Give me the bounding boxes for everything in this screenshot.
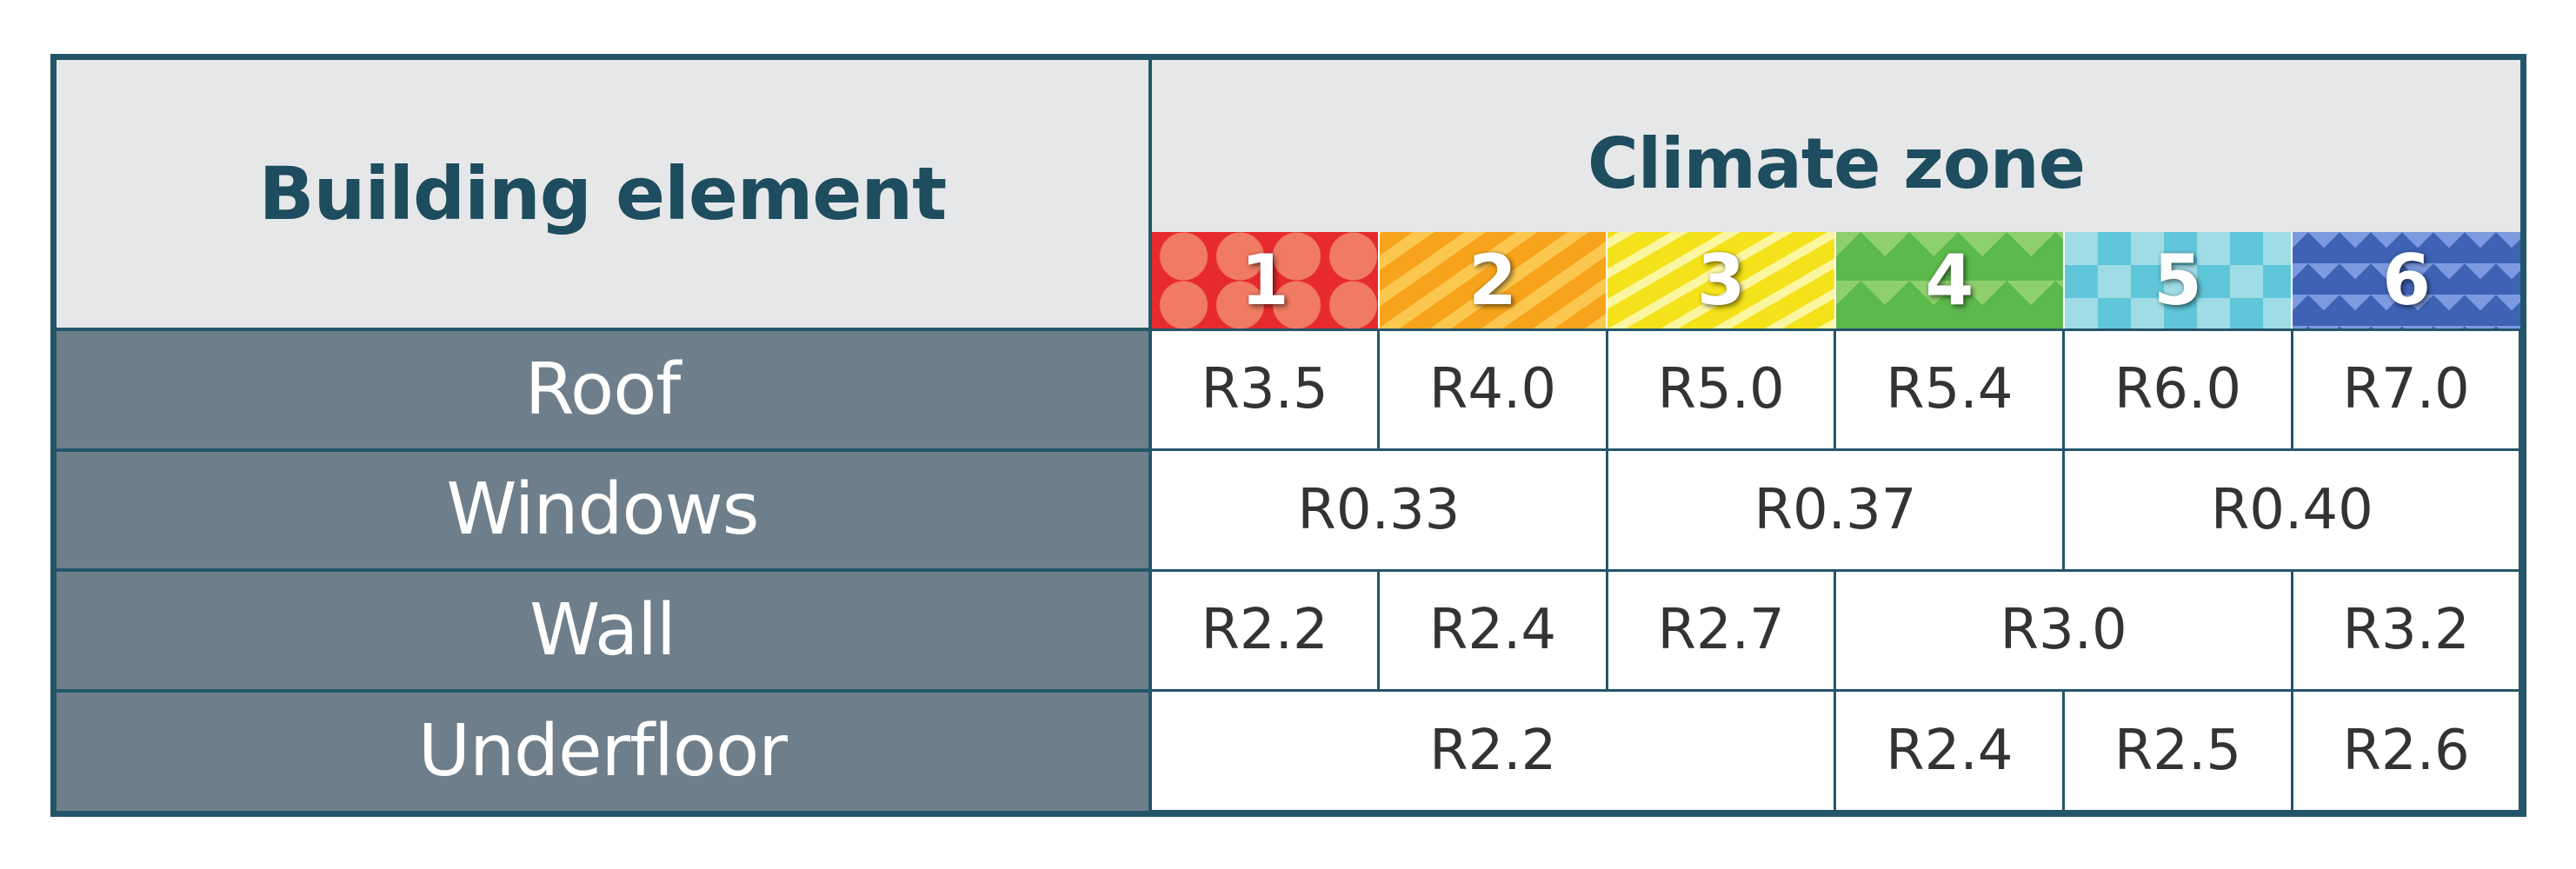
table-cell: R0.37 <box>1605 448 2066 572</box>
table-cell: R3.5 <box>1148 328 1381 451</box>
table-cell: R2.4 <box>1834 689 2066 813</box>
table-row-windows: Windows R0.33 R0.37 R0.40 <box>57 448 2522 572</box>
building-element-header: Building element <box>57 60 1152 329</box>
table-cell: R5.0 <box>1605 328 1837 451</box>
insulation-table-grid: Building element Climate zone 1 2 3 4 5 … <box>57 60 2522 813</box>
zone-1-swatch: 1 <box>1150 232 1380 329</box>
zone-4-swatch: 4 <box>1834 232 2065 329</box>
table-cell: R2.5 <box>2062 689 2293 813</box>
table-cell: R7.0 <box>2290 328 2522 451</box>
table-cell: R0.40 <box>2062 448 2522 572</box>
row-label-underfloor: Underfloor <box>57 688 1152 811</box>
table-cell: R2.2 <box>1148 689 1837 813</box>
table-cell: R2.6 <box>2290 689 2522 813</box>
table-cell: R4.0 <box>1377 328 1608 451</box>
zone-5-swatch: 5 <box>2063 232 2293 329</box>
table-cell: R2.2 <box>1148 568 1381 692</box>
row-label-wall: Wall <box>57 568 1152 691</box>
table-cell: R5.4 <box>1834 328 2066 451</box>
row-label-roof: Roof <box>57 328 1152 450</box>
row-label-windows: Windows <box>57 448 1152 570</box>
table-cell: R2.4 <box>1377 568 1608 692</box>
table-cell: R3.0 <box>1834 568 2293 692</box>
table-row-roof: Roof R3.5 R4.0 R5.0 R5.4 R6.0 R7.0 <box>57 328 2522 451</box>
zone-6-swatch: 6 <box>2292 232 2520 329</box>
table-row-underfloor: Underfloor R2.2 R2.4 R2.5 R2.6 <box>57 688 2522 813</box>
insulation-table: Building element Climate zone 1 2 3 4 5 … <box>50 54 2526 817</box>
table-cell: R0.33 <box>1148 448 1608 572</box>
climate-zone-header: Climate zone <box>1150 60 2520 232</box>
table-cell: R3.2 <box>2290 568 2522 692</box>
zone-2-swatch: 2 <box>1378 232 1608 329</box>
zone-3-swatch: 3 <box>1607 232 1836 329</box>
table-row-wall: Wall R2.2 R2.4 R2.7 R3.0 R3.2 <box>57 568 2522 692</box>
table-cell: R2.7 <box>1605 568 1837 692</box>
zone-number-row: 1 2 3 4 5 6 <box>57 232 2520 329</box>
table-cell: R6.0 <box>2062 328 2293 451</box>
header-row: Building element Climate zone <box>57 60 2520 329</box>
